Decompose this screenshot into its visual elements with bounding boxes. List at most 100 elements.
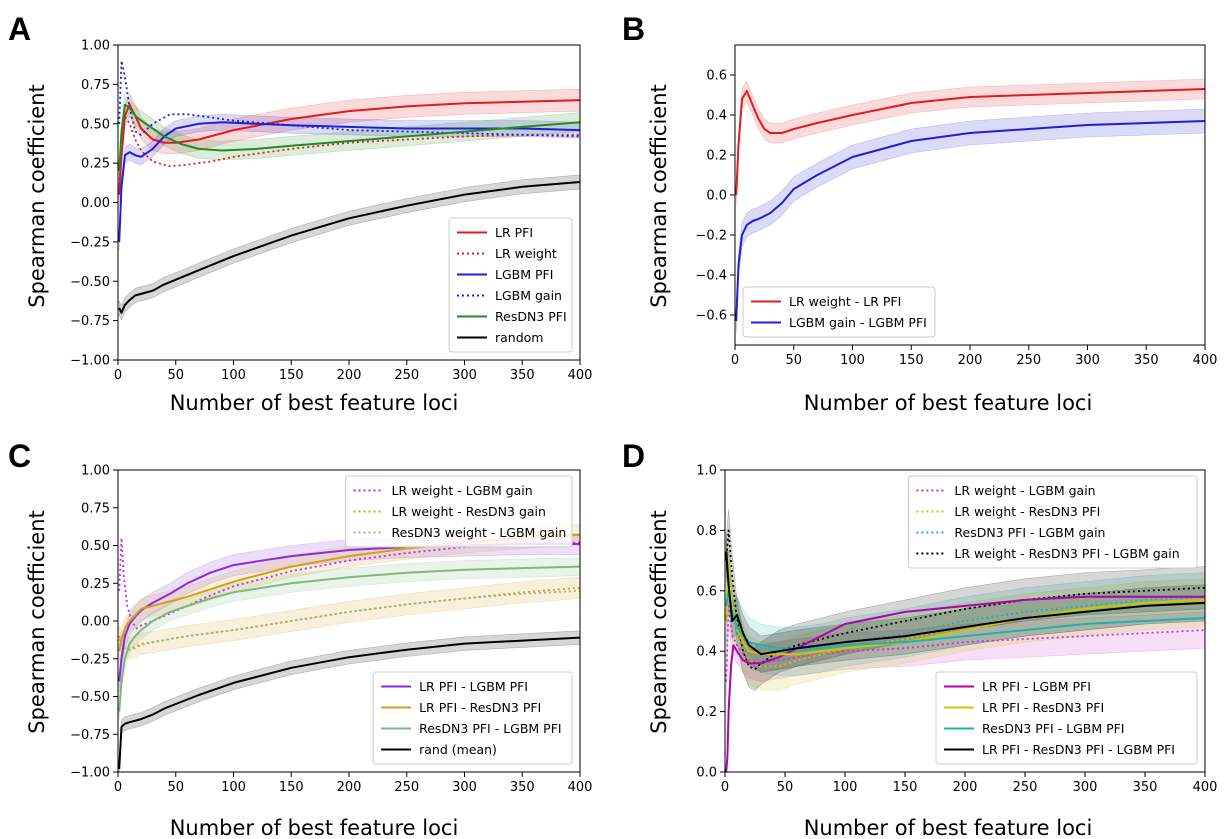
panel-c-y-ticks: 1.00 0.75 0.50 0.25 0.00 −0.25 −0.50 −0.75 −1.00 bbox=[70, 464, 118, 781]
panel-d-x-tick-label-5: 250 bbox=[1013, 780, 1038, 795]
panel-d-plot: 0 50 100 150 200 250 300 350 400 1.0 0.8 0.6 0.4 0.2 0… bbox=[696, 464, 1217, 796]
panel-d-x-tick-label-0: 0 bbox=[721, 780, 729, 795]
panel-d-x-tick-label-6: 300 bbox=[1073, 780, 1098, 795]
panel-d-series-lr-weight-resdn3-pfi-band bbox=[725, 536, 1205, 691]
panel-d-legend-top: LR weight - LGBM gain LR weight - ResDN3 … bbox=[907, 475, 1198, 569]
panel-b-series-lgbm-gain-lgbm-pfi-band bbox=[735, 108, 1205, 334]
panel-b-y-tick-label-3: 0.0 bbox=[706, 189, 727, 204]
panel-a-y-tick-label-1: 0.75 bbox=[81, 78, 110, 93]
panel-b-x-tick-label-4: 200 bbox=[958, 353, 983, 368]
panel-c-legend-label-lr-pfi-resdn3-pfi: LR PFI - ResDN3 PFI bbox=[419, 700, 541, 715]
panel-c-x-tick-label-2: 100 bbox=[221, 780, 246, 795]
panel-a-series-lr-weight-line bbox=[118, 115, 580, 195]
panel-a-legend-label-resdn3-pfi: ResDN3 PFI bbox=[495, 309, 567, 324]
panel-d-legend-label-lr-weight-lgbm-gain: LR weight - LGBM gain bbox=[954, 483, 1095, 498]
panel-a-y-axis-title: Spearman coefficient bbox=[25, 84, 49, 307]
panel-d-x-tick-label-1: 50 bbox=[777, 780, 794, 795]
panel-b-x-tick-label-8: 400 bbox=[1193, 353, 1218, 368]
panel-a: A Number of best feature loci Spearman c… bbox=[8, 11, 592, 415]
panel-c-legend-label-resdn3-weight-lgbm-gain: ResDN3 weight - LGBM gain bbox=[392, 525, 567, 540]
panel-b-legend: LR weight - LR PFI LGBM gain - LGBM PFI bbox=[742, 286, 936, 338]
panel-a-y-tick-label-0: 1.00 bbox=[81, 39, 110, 54]
panel-b-x-ticks: 0 50 100 150 200 250 300 350 400 bbox=[731, 345, 1218, 368]
panel-a-y-ticks: 1.00 0.75 0.50 0.25 0.00 −0.25 −0.50 −0.75 −1.00 bbox=[70, 39, 118, 369]
panel-c-legend-box-0 bbox=[345, 475, 573, 548]
panel-b-x-tick-label-7: 350 bbox=[1134, 353, 1159, 368]
panel-a-y-tick-label-7: −0.75 bbox=[70, 314, 110, 329]
panel-c-y-axis-title: Spearman coefficient bbox=[25, 510, 49, 733]
panel-d-legend-label-lr-pfi-resdn3-pfi: LR PFI - ResDN3 PFI bbox=[982, 700, 1104, 715]
panel-b: B Number of best feature loci Spearman c… bbox=[622, 11, 1217, 415]
panel-c-legend-bottom: LR PFI - LGBM PFI LR PFI - ResDN3 PFI ResD… bbox=[372, 671, 573, 765]
panel-d: D Number of best feature loci Spearman c… bbox=[622, 438, 1217, 839]
panel-c-legend-label-lr-weight-resdn3-gain: LR weight - ResDN3 gain bbox=[392, 504, 546, 519]
panel-c-y-tick-label-4: 0.00 bbox=[81, 615, 110, 630]
panel-c-legend-label-rand-mean: rand (mean) bbox=[419, 742, 497, 757]
panel-b-x-tick-label-2: 100 bbox=[840, 353, 865, 368]
panel-a-y-tick-label-3: 0.25 bbox=[81, 157, 110, 172]
panel-c-y-tick-label-0: 1.00 bbox=[81, 464, 110, 479]
panel-a-series-resdn3-pfi-line bbox=[118, 103, 580, 172]
panel-c-legend-box-1 bbox=[372, 671, 573, 765]
panel-d-y-tick-label-2: 0.6 bbox=[696, 584, 717, 599]
panel-a-x-axis-title: Number of best feature loci bbox=[170, 391, 459, 415]
panel-c-legend-label-lr-weight-lgbm-gain: LR weight - LGBM gain bbox=[392, 483, 533, 498]
panel-c-series-lr-pfi-lgbm-pfi-band bbox=[118, 533, 580, 693]
panel-c-x-tick-label-1: 50 bbox=[167, 780, 184, 795]
panel-a-x-tick-label-1: 50 bbox=[167, 368, 184, 383]
panel-a-legend-label-lgbm-gain: LGBM gain bbox=[495, 288, 562, 303]
panel-d-series-lr-pfi-resdn3-pfi-lgbm-pfi-line bbox=[725, 551, 1205, 656]
panel-c-y-tick-label-8: −1.00 bbox=[70, 766, 110, 781]
panel-b-bands bbox=[735, 78, 1205, 334]
panel-c-y-tick-label-2: 0.50 bbox=[81, 539, 110, 554]
panel-b-legend-label-lgbm-gain-lgbm-pfi: LGBM gain - LGBM PFI bbox=[789, 315, 927, 330]
panel-c-x-tick-label-7: 350 bbox=[510, 780, 535, 795]
panel-letter-b: B bbox=[622, 11, 645, 47]
panel-d-y-tick-label-1: 0.8 bbox=[696, 524, 717, 539]
panel-b-y-tick-label-2: 0.2 bbox=[706, 149, 727, 164]
panel-c-legend-label-resdn3-pfi-lgbm-pfi: ResDN3 PFI - LGBM PFI bbox=[419, 721, 561, 736]
panel-a-series-resdn3-pfi-band bbox=[118, 94, 580, 181]
panel-b-y-ticks: 0.6 0.4 0.2 0.0 −0.2 −0.4 −0.6 bbox=[695, 69, 735, 324]
panel-a-y-tick-label-4: 0.00 bbox=[81, 196, 110, 211]
panel-a-y-tick-label-2: 0.50 bbox=[81, 117, 110, 132]
panel-b-y-tick-label-6: −0.6 bbox=[695, 309, 727, 324]
panel-letter-a: A bbox=[8, 11, 31, 47]
panel-c-y-tick-label-7: −0.75 bbox=[70, 728, 110, 743]
panel-a-y-tick-label-8: −1.00 bbox=[70, 354, 110, 369]
panel-a-y-tick-label-5: −0.25 bbox=[70, 235, 110, 250]
panel-d-x-tick-label-4: 200 bbox=[953, 780, 978, 795]
panel-c-legend-label-lr-pfi-lgbm-pfi: LR PFI - LGBM PFI bbox=[419, 679, 528, 694]
panel-c-plot: 0 50 100 150 200 250 300 350 400 1.00 0.75 0.50 0.25… bbox=[70, 464, 592, 796]
panel-c-series-resdn3-weight-lgbm-gain-line bbox=[118, 589, 580, 651]
panel-d-legend-box-0 bbox=[907, 475, 1198, 569]
panel-c-y-tick-label-5: −0.25 bbox=[70, 652, 110, 667]
panel-a-x-tick-label-6: 300 bbox=[452, 368, 477, 383]
panel-c-x-tick-label-0: 0 bbox=[114, 780, 122, 795]
panel-c-series-resdn3-pfi-lgbm-pfi-band bbox=[118, 557, 580, 721]
panel-a-x-tick-label-4: 200 bbox=[337, 368, 362, 383]
panel-d-y-tick-label-0: 1.0 bbox=[696, 464, 717, 479]
panel-a-legend-label-lr-weight: LR weight bbox=[495, 246, 557, 261]
panel-b-series-lr-weight-lr-pfi-line bbox=[735, 88, 1205, 196]
panel-d-legend-label-resdn3-pfi-lgbm-pfi: ResDN3 PFI - LGBM PFI bbox=[982, 721, 1125, 736]
panel-a-x-ticks: 0 50 100 150 200 250 300 350 400 bbox=[114, 360, 592, 383]
panel-b-series-lgbm-gain-lgbm-pfi-line bbox=[735, 120, 1205, 322]
panel-c-x-tick-label-4: 200 bbox=[337, 780, 362, 795]
panel-c-x-tick-label-5: 250 bbox=[394, 780, 419, 795]
panel-d-legend-label-resdn3-pfi-lgbm-gain: ResDN3 PFI - LGBM gain bbox=[954, 525, 1105, 540]
panel-a-legend-label-lr-pfi: LR PFI bbox=[495, 225, 533, 240]
panel-b-x-tick-label-3: 150 bbox=[899, 353, 924, 368]
panel-c-x-tick-label-3: 150 bbox=[279, 780, 304, 795]
panel-d-y-tick-label-3: 0.4 bbox=[696, 645, 717, 660]
panel-a-legend-label-random: random bbox=[495, 330, 543, 345]
panel-b-lines bbox=[735, 88, 1205, 322]
panel-c-y-tick-label-1: 0.75 bbox=[81, 501, 110, 516]
panel-d-y-ticks: 1.0 0.8 0.6 0.4 0.2 0.0 bbox=[696, 464, 725, 781]
panel-d-legend-bottom: LR PFI - LGBM PFI LR PFI - ResDN3 PFI ResD… bbox=[935, 671, 1198, 765]
panel-b-legend-label-lr-weight-lr-pfi: LR weight - LR PFI bbox=[789, 294, 901, 309]
panel-d-x-tick-label-3: 150 bbox=[893, 780, 918, 795]
panel-b-series-lr-weight-lr-pfi-band bbox=[735, 78, 1205, 206]
panel-b-y-tick-label-5: −0.4 bbox=[695, 269, 727, 284]
